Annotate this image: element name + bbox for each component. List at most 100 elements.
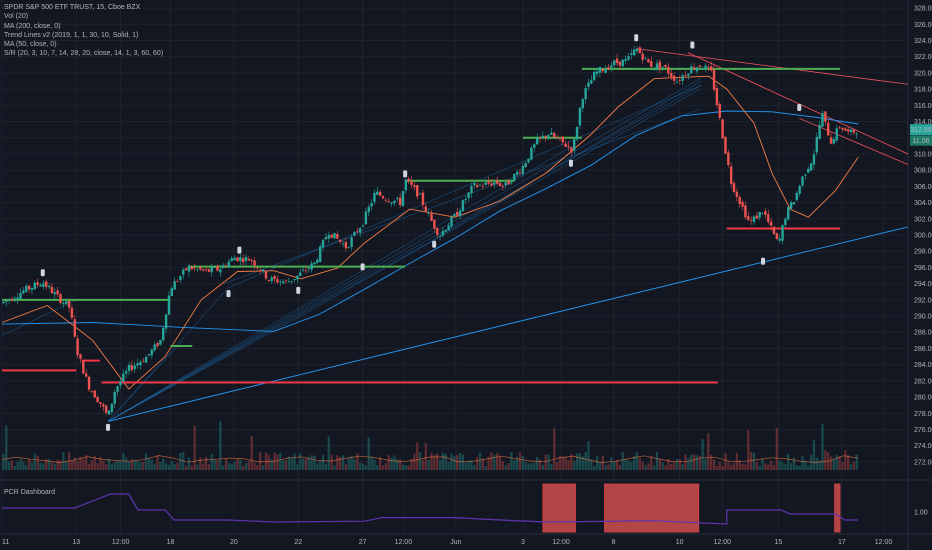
volume-bar	[835, 454, 838, 470]
volume-bar	[487, 456, 490, 470]
x-tick-label: 12:00	[112, 539, 130, 546]
trend-line-fan	[1, 299, 77, 336]
volume-bar	[224, 458, 228, 470]
trend-line-fan	[107, 77, 702, 422]
volume-bar	[470, 459, 473, 470]
volume-bar	[16, 461, 19, 470]
candle-body	[838, 127, 841, 129]
volume-bar	[490, 452, 493, 470]
candle-body	[772, 226, 776, 234]
candle-body	[804, 174, 807, 176]
volume-bar	[299, 453, 302, 470]
candle-body	[658, 61, 662, 69]
candle-body	[709, 66, 713, 71]
candle-body	[256, 267, 259, 269]
candle-body	[430, 212, 433, 221]
pivot-marker	[797, 103, 802, 111]
candle-body	[7, 299, 11, 301]
x-tick-label: 12:00	[714, 539, 732, 546]
candle-body	[604, 68, 607, 74]
candle-body	[150, 349, 154, 356]
volume-bar	[164, 463, 168, 470]
volume-bar	[504, 465, 507, 470]
y-tick-label: 276.00	[914, 427, 932, 434]
change-tag	[910, 135, 932, 146]
pivot-marker	[432, 240, 437, 248]
volume-bar	[484, 465, 487, 470]
volume-bar	[90, 460, 94, 470]
volume-bar	[750, 452, 753, 470]
pcr-red-zone	[834, 483, 841, 533]
volume-bar	[110, 464, 114, 470]
x-tick-label: 13	[72, 539, 80, 546]
candle-body	[761, 213, 764, 214]
candle-body	[16, 297, 19, 300]
candle-body	[507, 180, 510, 185]
candle-body	[53, 292, 56, 295]
candle-body	[758, 211, 761, 218]
volume-bar	[321, 454, 325, 470]
volume-bar	[264, 452, 268, 470]
pivot-marker	[296, 286, 301, 294]
candle-body	[299, 272, 302, 276]
x-tick-label: 15	[775, 539, 783, 546]
candle-body	[553, 133, 556, 138]
volume-bar	[732, 463, 736, 470]
candle-body	[812, 154, 816, 165]
volume-bar	[473, 465, 476, 470]
volume-bar	[347, 458, 350, 470]
volume-bar	[261, 465, 265, 470]
candle-body	[807, 168, 810, 173]
candle-body	[701, 68, 704, 69]
candle-body	[87, 376, 91, 390]
volume-bar	[641, 461, 644, 470]
volume-bar	[179, 453, 182, 470]
candle-body	[407, 178, 410, 181]
volume-bar	[70, 460, 74, 470]
candle-body	[259, 269, 262, 272]
candle-body	[718, 104, 721, 118]
candlesticks	[2, 45, 858, 415]
candle-body	[655, 63, 659, 69]
candle-body	[130, 365, 134, 370]
volume-bar	[319, 460, 322, 470]
candle-body	[635, 48, 639, 52]
candle-body	[378, 191, 382, 196]
volume-bar	[747, 430, 750, 470]
volume-bar	[564, 456, 567, 470]
volume-bar	[381, 465, 385, 470]
volume-bar	[333, 465, 336, 470]
candle-body	[692, 67, 696, 70]
candle-body	[535, 137, 539, 145]
candle-body	[455, 212, 459, 216]
candle-body	[675, 81, 679, 83]
volume-bar	[404, 464, 407, 470]
candle-body	[22, 290, 25, 294]
volume-bar	[379, 457, 382, 470]
y-tick-label: 308.00	[914, 168, 932, 175]
candle-body	[96, 397, 99, 403]
candle-body	[261, 269, 265, 272]
volume-bar	[718, 461, 721, 470]
y-tick-label: 282.00	[914, 378, 932, 385]
trend-line-fan	[107, 315, 302, 422]
candle-body	[416, 185, 419, 197]
candle-body	[358, 228, 362, 233]
volume-bar	[618, 464, 622, 470]
volume-bar	[844, 450, 847, 470]
volume-bar	[227, 463, 231, 470]
volume-bar	[210, 454, 213, 470]
candle-body	[122, 373, 125, 382]
candle-body	[250, 259, 253, 261]
volume-bar	[125, 457, 128, 470]
volume-bar	[761, 458, 764, 470]
volume-bar	[230, 463, 233, 470]
candle-body	[501, 186, 505, 187]
volume-bar	[13, 465, 16, 470]
volume-bar	[613, 461, 616, 470]
volume-bar	[384, 463, 387, 470]
volume-bar	[695, 455, 699, 470]
volume-bar	[767, 464, 770, 470]
volume-bar	[555, 462, 559, 470]
